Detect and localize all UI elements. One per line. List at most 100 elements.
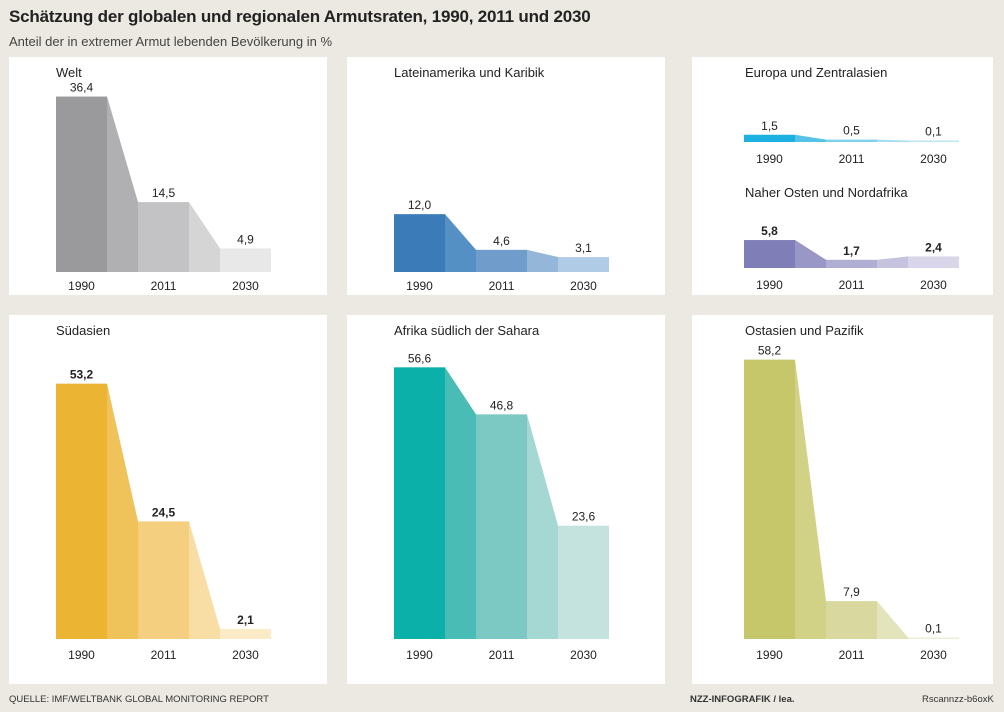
bar-2011 (476, 249, 527, 272)
x-tick-label: 1990 (756, 278, 783, 292)
chart-europa-nahost: 1,5 0,5 0,1 1990 2011 2030 5,8 1,7 2,4 1990 2011 20… (744, 119, 959, 292)
connector-2011-2030 (189, 521, 220, 639)
value-label: 2,4 (925, 240, 942, 254)
bar-2030 (220, 628, 271, 639)
x-tick-label: 2030 (920, 152, 947, 166)
x-tick-label: 2011 (839, 152, 865, 166)
connector-2011-2030 (527, 414, 558, 639)
bar-2030 (908, 140, 959, 142)
x-tick-label: 2030 (920, 648, 947, 662)
panel-lateinamerika: Lateinamerika und Karibik 12,0 4,6 3,1 1990… (347, 57, 665, 295)
connector-1990-2011 (107, 96, 138, 272)
bar-2030 (908, 637, 959, 639)
bar-1990 (744, 240, 795, 268)
x-tick-label: 1990 (756, 648, 783, 662)
value-label: 0,5 (843, 124, 860, 138)
series-Afrika südlich der Sahara: 56,6 46,8 23,6 1990 2011 2030 (394, 351, 609, 662)
bar-2011 (476, 414, 527, 639)
connector-2011-2030 (189, 202, 220, 272)
connector-1990-2011 (795, 359, 826, 639)
bar-1990 (394, 367, 445, 639)
bar-2030 (558, 525, 609, 639)
series-Welt: 36,4 14,5 4,9 1990 2011 2030 (56, 81, 271, 293)
chart-ostasien: 58,2 7,9 0,1 1990 2011 2030 (744, 344, 959, 662)
x-tick-label: 1990 (68, 279, 95, 293)
bar-1990 (744, 134, 795, 142)
value-label: 5,8 (761, 224, 778, 238)
connector-1990-2011 (795, 134, 826, 142)
bar-2011 (826, 139, 877, 142)
x-tick-label: 2030 (570, 279, 597, 293)
x-tick-label: 2011 (839, 648, 865, 662)
x-tick-label: 1990 (756, 152, 783, 166)
panel-ostasien: Ostasien und Pazifik 58,2 7,9 0,1 1990 2011 2… (692, 315, 993, 684)
value-label: 12,0 (408, 198, 432, 212)
x-tick-label: 1990 (68, 648, 95, 662)
panel-title: Europa und Zentralasien (745, 65, 888, 80)
panel-title: Welt (56, 65, 82, 80)
value-label: 2,1 (237, 613, 254, 627)
panel-welt: Welt 36,4 14,5 4,9 1990 2011 2030 (9, 57, 327, 295)
panel-title: Afrika südlich der Sahara (394, 323, 540, 338)
bar-2030 (558, 257, 609, 272)
connector-1990-2011 (795, 240, 826, 268)
source-note: QUELLE: IMF/WELTBANK GLOBAL MONITORING R… (9, 694, 269, 705)
bar-1990 (56, 383, 107, 639)
x-tick-label: 2030 (920, 278, 947, 292)
image-code: Rscannzz-b6oxK (922, 694, 994, 705)
value-label: 23,6 (572, 510, 596, 524)
connector-1990-2011 (445, 214, 476, 272)
panel-suedasien: Südasien 53,2 24,5 2,1 1990 2011 2030 (9, 315, 327, 684)
connector-1990-2011 (107, 383, 138, 639)
chart-welt: 36,4 14,5 4,9 1990 2011 2030 (56, 81, 271, 293)
value-label: 7,9 (843, 585, 860, 599)
series-Südasien: 53,2 24,5 2,1 1990 2011 2030 (56, 368, 271, 662)
bar-2030 (908, 256, 959, 268)
bar-2011 (826, 259, 877, 268)
panel-title: Südasien (56, 323, 111, 338)
bar-2030 (220, 248, 271, 272)
chart-suedasien: 53,2 24,5 2,1 1990 2011 2030 (56, 368, 271, 662)
x-tick-label: 1990 (406, 648, 433, 662)
value-label: 58,2 (758, 344, 782, 358)
value-label: 36,4 (70, 81, 94, 95)
panel-afrika: Afrika südlich der Sahara 56,6 46,8 23,6 19… (347, 315, 665, 684)
series-Lateinamerika und Karibik: 12,0 4,6 3,1 1990 2011 2030 (394, 198, 609, 293)
x-tick-label: 2011 (489, 279, 515, 293)
value-label: 46,8 (490, 398, 514, 412)
panel-title: Lateinamerika und Karibik (394, 65, 545, 80)
x-tick-label: 2030 (232, 279, 259, 293)
bar-2011 (138, 521, 189, 639)
panel-europa-nahost: Europa und Zentralasien Naher Osten und … (692, 57, 993, 295)
connector-2011-2030 (527, 249, 558, 272)
value-label: 1,5 (761, 119, 778, 133)
credit: NZZ-INFOGRAFIK / lea. (690, 694, 795, 705)
connector-1990-2011 (445, 367, 476, 639)
connector-2011-2030 (877, 601, 908, 639)
panel-title: Naher Osten und Nordafrika (745, 185, 908, 200)
value-label: 3,1 (575, 241, 592, 255)
x-tick-label: 2030 (232, 648, 259, 662)
value-label: 4,6 (493, 234, 510, 248)
x-tick-label: 2011 (151, 279, 177, 293)
connector-2011-2030 (877, 139, 908, 142)
chart-subtitle: Anteil der in extremer Armut lebenden Be… (9, 34, 333, 49)
panel-title: Ostasien und Pazifik (745, 323, 864, 338)
value-label: 1,7 (843, 244, 860, 258)
series-Naher Osten und Nordafrika: 5,8 1,7 2,4 1990 2011 2030 (744, 224, 959, 292)
chart-title: Schätzung der globalen und regionalen Ar… (9, 7, 591, 26)
bar-1990 (744, 359, 795, 639)
value-label: 0,1 (925, 125, 942, 139)
x-tick-label: 2011 (839, 278, 865, 292)
bar-1990 (394, 214, 445, 272)
value-label: 53,2 (70, 368, 94, 382)
bar-2011 (826, 601, 877, 639)
x-tick-label: 1990 (406, 279, 433, 293)
series-Ostasien und Pazifik: 58,2 7,9 0,1 1990 2011 2030 (744, 344, 959, 662)
x-tick-label: 2011 (151, 648, 177, 662)
x-tick-label: 2030 (570, 648, 597, 662)
x-tick-label: 2011 (489, 648, 515, 662)
bar-1990 (56, 96, 107, 272)
value-label: 14,5 (152, 186, 176, 200)
value-label: 4,9 (237, 232, 254, 246)
